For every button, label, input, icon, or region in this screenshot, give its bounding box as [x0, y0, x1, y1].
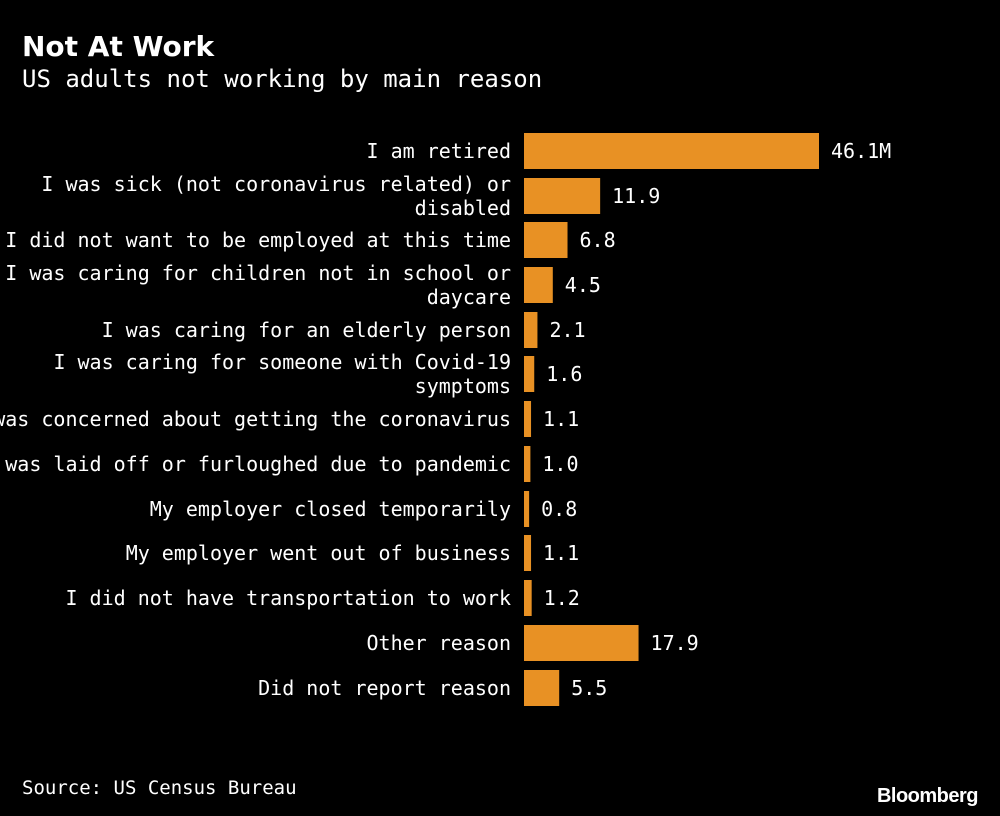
category-label-line: daycare: [427, 285, 511, 309]
bar-value-label: 46.1M: [831, 139, 891, 163]
bar-value-label: 6.8: [580, 228, 616, 252]
category-label: I was laid off or furloughed due to pand…: [0, 452, 511, 476]
bar: [524, 446, 531, 482]
bar: [524, 267, 553, 303]
bar-value-label: 5.5: [571, 676, 607, 700]
category-label-line: I was caring for children not in school …: [5, 261, 511, 285]
bar-value-label: 1.0: [542, 452, 578, 476]
chart-subtitle: US adults not working by main reason: [22, 65, 543, 93]
category-label: I am retired: [367, 139, 512, 163]
bar: [524, 133, 819, 169]
category-label-line: I was sick (not coronavirus related) or: [41, 172, 511, 196]
bar-value-label: 1.1: [543, 541, 579, 565]
chart-title: Not At Work: [22, 30, 215, 63]
category-label: My employer closed temporarily: [150, 497, 511, 521]
bar: [524, 580, 532, 616]
bar: [524, 222, 568, 258]
category-label: I did not want to be employed at this ti…: [5, 228, 511, 252]
category-label: Other reason: [367, 631, 512, 655]
category-label: I was caring for an elderly person: [102, 318, 511, 342]
category-label-line: My employer went out of business: [126, 541, 511, 565]
category-label-line: I am retired: [367, 139, 512, 163]
bar-value-label: 17.9: [651, 631, 699, 655]
category-label: I was concerned about getting the corona…: [0, 407, 511, 431]
bar-value-label: 2.1: [549, 318, 585, 342]
category-label: I was sick (not coronavirus related) or d…: [41, 172, 511, 220]
category-label: My employer went out of business: [126, 541, 511, 565]
bar: [524, 312, 538, 348]
category-label-line: I was concerned about getting the corona…: [0, 407, 511, 431]
category-label-line: I did not have transportation to work: [65, 586, 511, 610]
category-label-line: symptoms: [415, 374, 511, 398]
category-label-line: Other reason: [367, 631, 512, 655]
bar: [524, 356, 535, 392]
category-label-line: Did not report reason: [258, 676, 511, 700]
category-label: Did not report reason: [258, 676, 511, 700]
bar: [524, 670, 560, 706]
category-label-line: I was caring for an elderly person: [102, 318, 511, 342]
bar: [524, 178, 601, 214]
bar-value-label: 1.6: [546, 362, 582, 386]
bar-value-label: 1.2: [544, 586, 580, 610]
bar: [524, 401, 532, 437]
bloomberg-logo: Bloomberg: [876, 785, 979, 807]
bar: [524, 535, 532, 571]
category-label: I did not have transportation to work: [65, 586, 511, 610]
category-label-line: disabled: [415, 196, 511, 220]
bar-value-label: 0.8: [541, 497, 577, 521]
category-label-line: My employer closed temporarily: [150, 497, 511, 521]
category-label: I was caring for children not in school …: [5, 261, 511, 309]
bar-chart: 46.1M I am retired 11.9 I was sick (not cor…: [0, 133, 891, 706]
category-label-line: I was caring for someone with Covid-19: [53, 350, 511, 374]
source-note: Source: US Census Bureau: [22, 777, 297, 799]
bar-value-label: 1.1: [543, 407, 579, 431]
bar: [524, 491, 530, 527]
bar: [524, 625, 639, 661]
bar-value-label: 11.9: [612, 184, 660, 208]
bar-value-label: 4.5: [565, 273, 601, 297]
category-label-line: I was laid off or furloughed due to pand…: [0, 452, 511, 476]
category-label-line: I did not want to be employed at this ti…: [5, 228, 511, 252]
category-label: I was caring for someone with Covid-19 sy…: [53, 350, 511, 398]
